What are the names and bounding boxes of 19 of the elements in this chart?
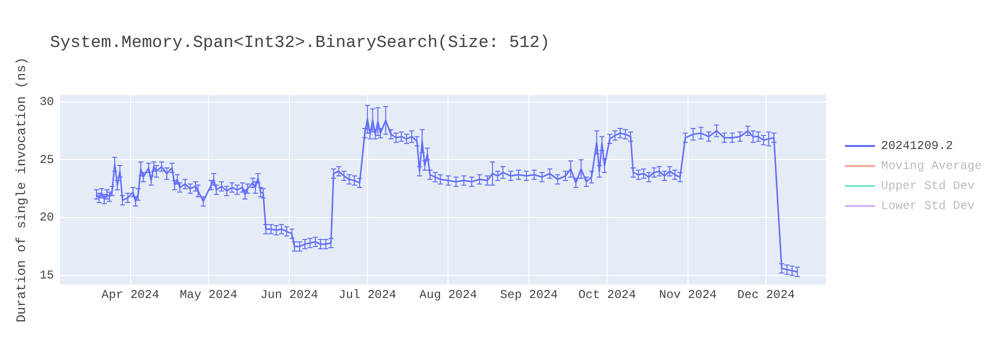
x-tick-label: May 2024 — [180, 288, 238, 302]
x-tick-label: Dec 2024 — [737, 288, 795, 302]
x-tick-label: Jul 2024 — [338, 288, 396, 302]
x-tick-label: Sep 2024 — [500, 288, 558, 302]
x-tick-label: Jun 2024 — [260, 288, 318, 302]
legend-label: Moving Average — [881, 159, 982, 173]
y-tick-label: 30 — [40, 95, 54, 110]
x-tick-label: Oct 2024 — [578, 288, 636, 302]
y-axis-title: Duration of single invocation (ns) — [14, 57, 30, 322]
legend-label: Lower Std Dev — [881, 199, 975, 213]
x-tick-label: Apr 2024 — [102, 288, 160, 302]
y-tick-label: 20 — [40, 210, 54, 225]
x-tick-label: Nov 2024 — [659, 288, 717, 302]
chart-title: System.Memory.Span<Int32>.BinarySearch(Size: 512) — [50, 34, 550, 53]
x-tick-label: Aug 2024 — [419, 288, 478, 302]
y-tick-label: 25 — [40, 152, 54, 167]
y-tick-label: 15 — [40, 268, 54, 283]
legend-label: 20241209.2 — [881, 139, 954, 153]
legend-label: Upper Std Dev — [881, 179, 975, 193]
